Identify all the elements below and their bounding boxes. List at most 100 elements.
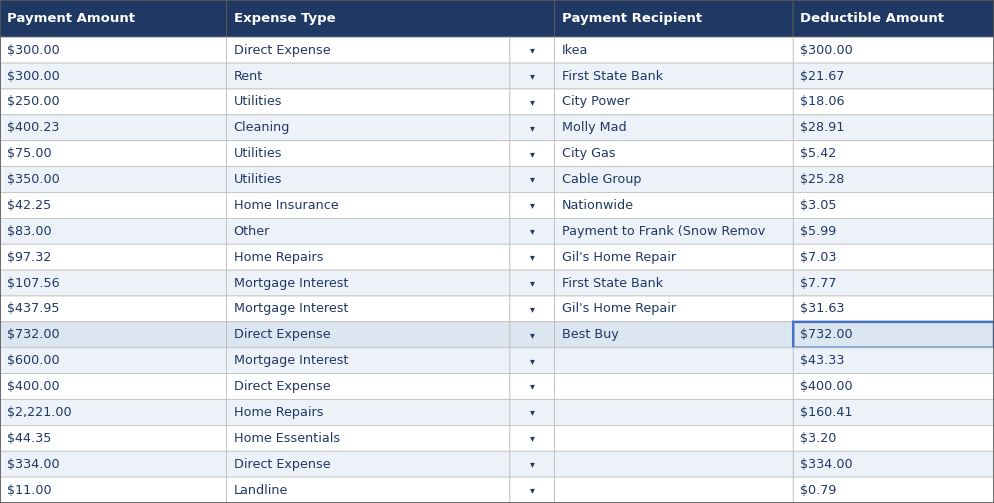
Text: Rent: Rent bbox=[234, 69, 262, 82]
Text: $2,221.00: $2,221.00 bbox=[7, 406, 72, 419]
Text: $400.23: $400.23 bbox=[7, 121, 60, 134]
Text: Payment to Frank (Snow Remov: Payment to Frank (Snow Remov bbox=[562, 225, 764, 238]
Text: ▾: ▾ bbox=[530, 278, 535, 288]
Text: Landline: Landline bbox=[234, 483, 288, 496]
Text: Expense Type: Expense Type bbox=[234, 12, 335, 25]
Bar bbox=[510, 115, 555, 141]
Text: $600.00: $600.00 bbox=[7, 354, 60, 367]
Text: Utilities: Utilities bbox=[234, 173, 282, 186]
Bar bbox=[227, 348, 510, 374]
Text: $107.56: $107.56 bbox=[7, 277, 60, 290]
Text: ▾: ▾ bbox=[530, 97, 535, 107]
Bar bbox=[227, 477, 510, 503]
Text: Direct Expense: Direct Expense bbox=[234, 380, 330, 393]
Bar bbox=[793, 322, 994, 348]
Bar bbox=[555, 141, 793, 166]
Bar bbox=[510, 63, 555, 89]
Bar bbox=[510, 374, 555, 399]
Text: First State Bank: First State Bank bbox=[562, 69, 663, 82]
Text: Direct Expense: Direct Expense bbox=[234, 458, 330, 471]
Bar bbox=[510, 89, 555, 115]
Text: Utilities: Utilities bbox=[234, 147, 282, 160]
Text: Home Insurance: Home Insurance bbox=[234, 199, 338, 212]
Text: Home Repairs: Home Repairs bbox=[234, 250, 323, 264]
Text: ▾: ▾ bbox=[530, 382, 535, 391]
Text: First State Bank: First State Bank bbox=[562, 277, 663, 290]
Text: $350.00: $350.00 bbox=[7, 173, 60, 186]
Bar bbox=[227, 426, 510, 451]
Text: $25.28: $25.28 bbox=[800, 173, 845, 186]
Bar bbox=[227, 218, 510, 244]
Text: ▾: ▾ bbox=[530, 330, 535, 340]
Text: ▾: ▾ bbox=[530, 433, 535, 443]
Bar bbox=[793, 399, 994, 426]
Text: Cleaning: Cleaning bbox=[234, 121, 290, 134]
Text: $11.00: $11.00 bbox=[7, 483, 52, 496]
Text: Gil's Home Repair: Gil's Home Repair bbox=[562, 250, 676, 264]
Text: $42.25: $42.25 bbox=[7, 199, 52, 212]
Text: $21.67: $21.67 bbox=[800, 69, 845, 82]
Bar bbox=[793, 348, 994, 374]
Text: ▾: ▾ bbox=[530, 71, 535, 81]
Bar bbox=[555, 193, 793, 218]
Text: $44.35: $44.35 bbox=[7, 432, 52, 445]
Bar bbox=[510, 141, 555, 166]
Text: $3.05: $3.05 bbox=[800, 199, 837, 212]
Text: $5.99: $5.99 bbox=[800, 225, 836, 238]
Bar bbox=[0, 0, 227, 37]
Bar bbox=[793, 89, 994, 115]
Bar bbox=[793, 193, 994, 218]
Bar bbox=[0, 63, 227, 89]
Bar bbox=[510, 399, 555, 426]
Bar bbox=[793, 0, 994, 37]
Bar bbox=[227, 374, 510, 399]
Bar bbox=[510, 218, 555, 244]
Bar bbox=[555, 37, 793, 63]
Text: Mortgage Interest: Mortgage Interest bbox=[234, 302, 348, 315]
Bar bbox=[227, 296, 510, 322]
Text: $732.00: $732.00 bbox=[7, 328, 60, 342]
Text: ▾: ▾ bbox=[530, 149, 535, 158]
Text: $334.00: $334.00 bbox=[7, 458, 60, 471]
Bar bbox=[793, 426, 994, 451]
Bar bbox=[0, 399, 227, 426]
Bar bbox=[227, 451, 510, 477]
Bar bbox=[510, 477, 555, 503]
Bar bbox=[555, 218, 793, 244]
Bar bbox=[793, 37, 994, 63]
Bar bbox=[510, 166, 555, 193]
Text: ▾: ▾ bbox=[530, 407, 535, 417]
Bar bbox=[227, 89, 510, 115]
Bar bbox=[555, 244, 793, 270]
Text: Nationwide: Nationwide bbox=[562, 199, 633, 212]
Bar bbox=[0, 348, 227, 374]
Bar bbox=[793, 451, 994, 477]
Bar bbox=[0, 141, 227, 166]
Bar bbox=[0, 193, 227, 218]
Bar bbox=[555, 322, 793, 348]
Bar bbox=[227, 115, 510, 141]
Text: Ikea: Ikea bbox=[562, 44, 588, 57]
Bar bbox=[555, 399, 793, 426]
Bar bbox=[227, 166, 510, 193]
Bar bbox=[510, 37, 555, 63]
Text: City Power: City Power bbox=[562, 96, 629, 109]
Bar bbox=[555, 166, 793, 193]
Bar bbox=[0, 296, 227, 322]
Text: Mortgage Interest: Mortgage Interest bbox=[234, 354, 348, 367]
Text: $97.32: $97.32 bbox=[7, 250, 52, 264]
Bar bbox=[793, 296, 994, 322]
Text: Mortgage Interest: Mortgage Interest bbox=[234, 277, 348, 290]
Text: $334.00: $334.00 bbox=[800, 458, 853, 471]
Text: Payment Amount: Payment Amount bbox=[7, 12, 135, 25]
Bar bbox=[793, 374, 994, 399]
Bar bbox=[555, 477, 793, 503]
Text: $732.00: $732.00 bbox=[800, 328, 853, 342]
Text: ▾: ▾ bbox=[530, 200, 535, 210]
Bar bbox=[555, 451, 793, 477]
Bar bbox=[227, 37, 510, 63]
Bar bbox=[0, 89, 227, 115]
Text: Deductible Amount: Deductible Amount bbox=[800, 12, 944, 25]
Bar bbox=[555, 115, 793, 141]
Bar bbox=[555, 0, 793, 37]
